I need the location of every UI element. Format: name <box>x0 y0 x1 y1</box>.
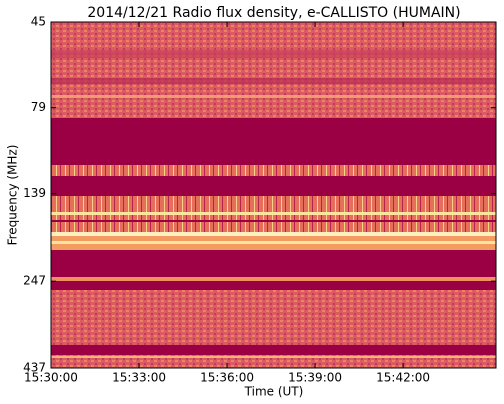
x-tick-label: 15:36:00 <box>200 371 254 385</box>
y-tick-label: 437 <box>23 361 46 375</box>
x-tick-label: 15:39:00 <box>288 371 342 385</box>
y-axis-label: Frequency (MHz) <box>6 145 20 246</box>
spectrogram-image <box>51 22 496 368</box>
x-tick-label: 15:42:00 <box>376 371 430 385</box>
x-axis-label: Time (UT) <box>244 385 304 399</box>
x-tick-label: 15:33:00 <box>112 371 166 385</box>
y-tick-label: 247 <box>23 274 46 288</box>
y-tick-label: 139 <box>23 186 46 200</box>
plot-frame <box>50 21 497 369</box>
chart-title: 2014/12/21 Radio flux density, e-CALLIST… <box>87 5 460 21</box>
y-tick-label: 79 <box>31 100 46 114</box>
x-tick-label: 15:30:00 <box>24 371 78 385</box>
y-tick-label: 45 <box>31 15 46 29</box>
